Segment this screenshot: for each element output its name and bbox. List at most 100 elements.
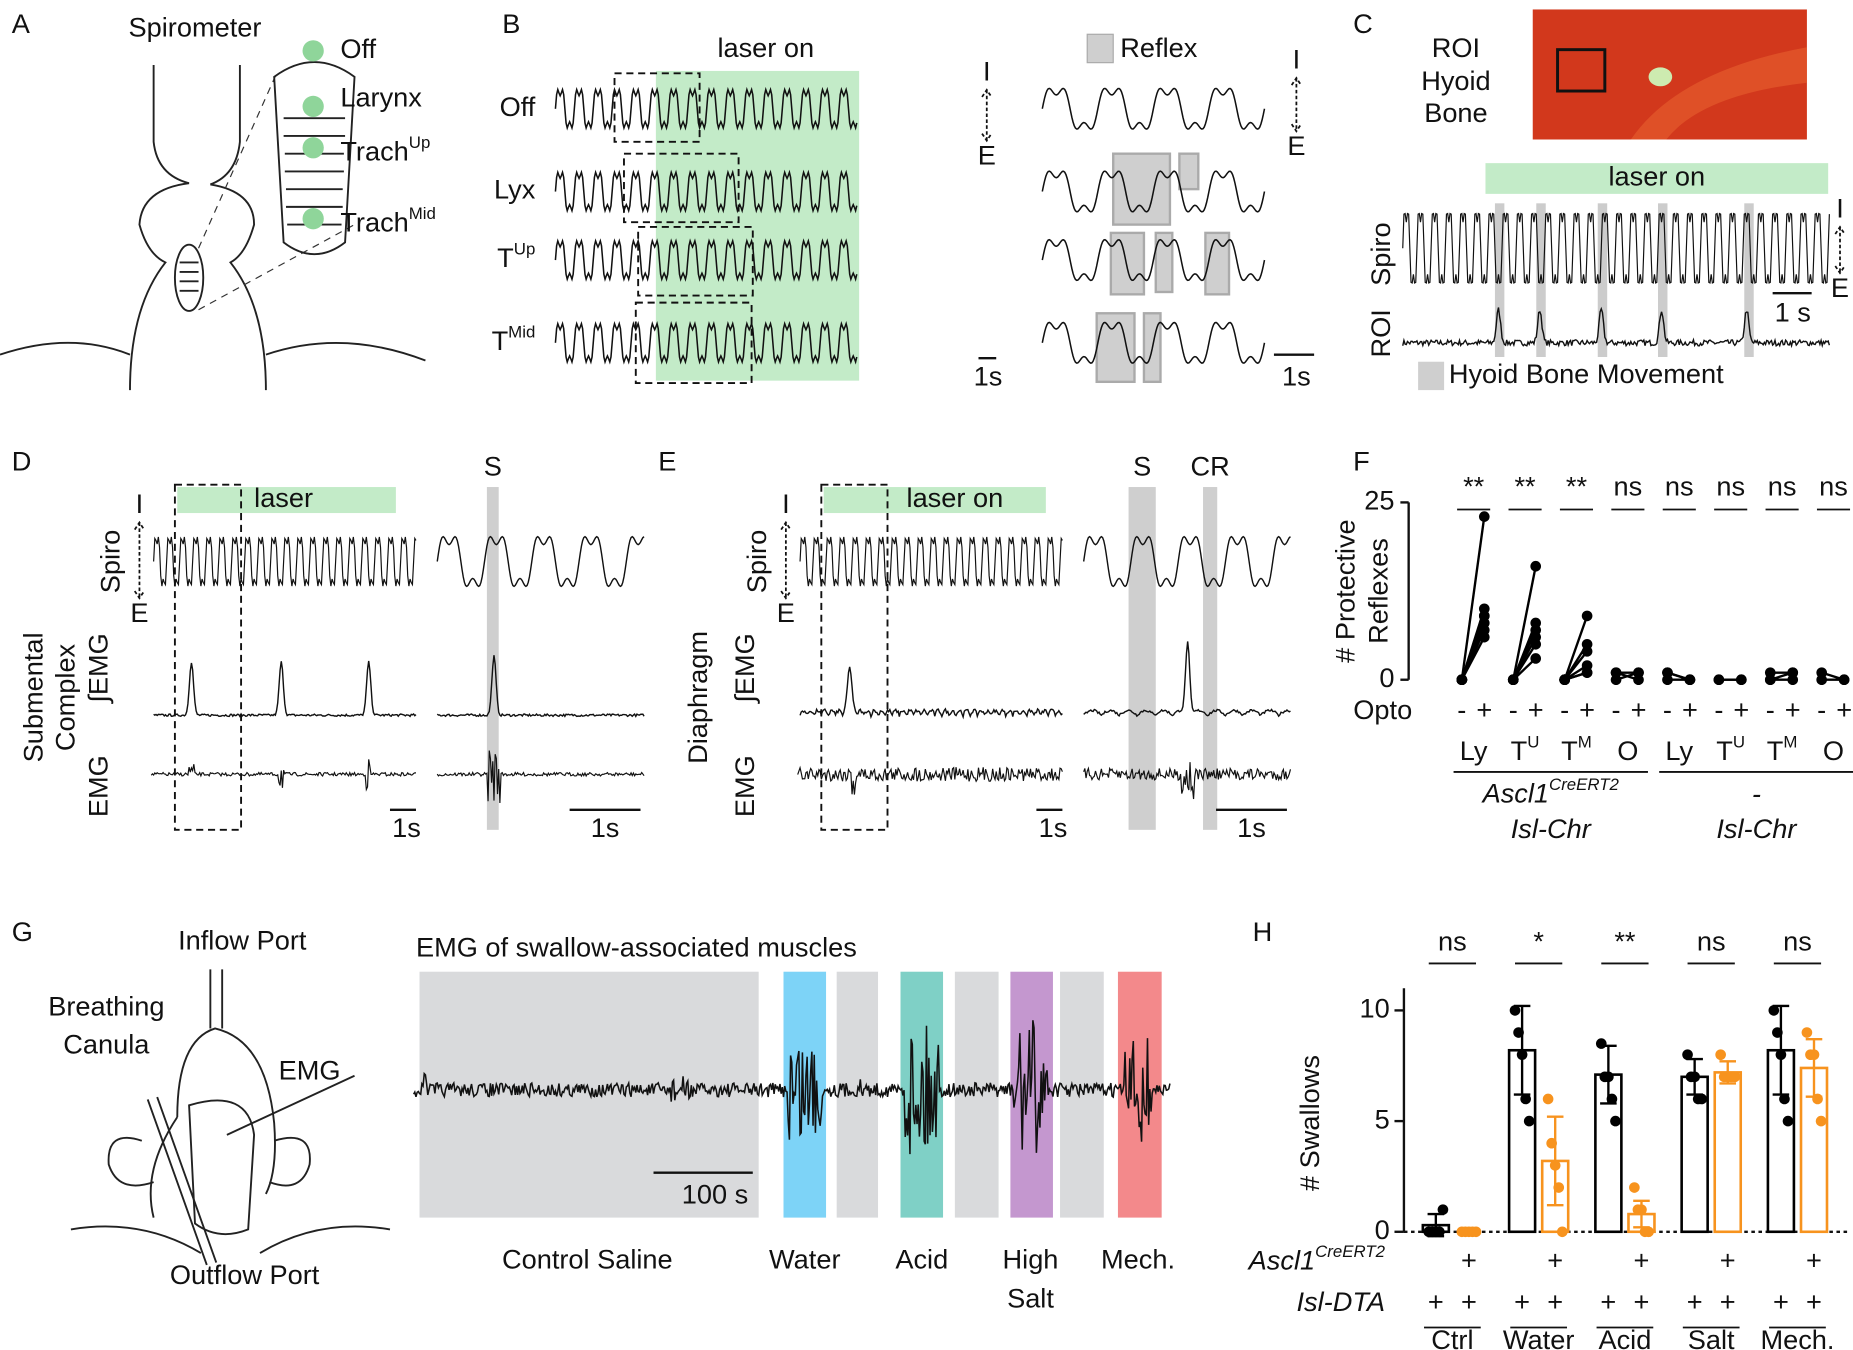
genotype-mark: + — [1773, 1286, 1789, 1317]
reflex-box — [1112, 152, 1172, 226]
site-dot — [302, 208, 324, 230]
genotype-mark: + — [1461, 1245, 1477, 1276]
y-tick-label: 0 — [1375, 1214, 1390, 1245]
label-sup: CreERT2 — [1315, 1242, 1386, 1261]
dashed-box — [637, 226, 754, 297]
legend-swatch — [1418, 361, 1445, 391]
trace — [1041, 87, 1266, 130]
panel-letter: G — [12, 916, 33, 947]
x-tick-label: O — [1823, 735, 1844, 766]
label-base: Trach — [340, 207, 408, 238]
genotype-mark: + — [1514, 1286, 1530, 1317]
condition-label: - — [1817, 694, 1826, 725]
point — [1553, 1182, 1565, 1193]
trace — [1082, 535, 1291, 588]
image-label: ROI — [1432, 32, 1480, 63]
trace — [150, 759, 416, 792]
condition-label: + — [1785, 694, 1801, 725]
reflex-box — [1109, 231, 1146, 296]
trace — [1083, 762, 1292, 800]
point — [1633, 674, 1644, 686]
panel-letter: E — [658, 446, 676, 477]
label-sup: Mid — [409, 205, 436, 224]
label: I — [136, 488, 144, 519]
point — [1542, 1093, 1554, 1105]
port-label: Canula — [63, 1028, 150, 1059]
laser-label: laser on — [717, 32, 814, 63]
x-tick-label: Water — [1503, 1324, 1574, 1350]
point — [1629, 1182, 1640, 1193]
point — [1689, 1071, 1700, 1083]
label-sup: Mid — [508, 323, 535, 342]
condition-label: + — [1528, 694, 1544, 725]
band — [1744, 203, 1754, 358]
trace — [797, 765, 1063, 795]
trace — [1402, 306, 1831, 349]
reflex-box — [1178, 152, 1200, 191]
band — [1485, 163, 1829, 194]
y-tick-label: 5 — [1375, 1103, 1390, 1134]
port-label: Breathing — [48, 991, 164, 1022]
point — [1782, 1115, 1794, 1127]
arrow — [133, 520, 145, 600]
trace — [1041, 238, 1266, 282]
laser-label: laser — [254, 482, 313, 513]
legend-label: Hyoid Bone Movement — [1449, 358, 1724, 389]
trace-label: ∫EMG — [83, 633, 114, 704]
x-tick-label: Ly — [1665, 735, 1693, 766]
genotype-label: Isl-Chr — [1716, 813, 1797, 844]
point — [1530, 560, 1542, 572]
stimulus-label: Mech. — [1101, 1244, 1175, 1275]
port-label: EMG — [279, 1054, 341, 1085]
band — [1203, 487, 1218, 830]
significance: ns — [1819, 470, 1848, 501]
point — [1456, 674, 1468, 686]
genotype-label: Isl-DTA — [1296, 1286, 1385, 1317]
label: E — [978, 139, 996, 170]
panel-letter: D — [12, 446, 32, 477]
dashed-box — [623, 152, 740, 224]
pair-line — [1460, 636, 1486, 681]
genotype-mark: + — [1720, 1245, 1736, 1276]
genotype-label: - — [1752, 778, 1761, 809]
arrow — [780, 520, 792, 600]
scale-label: 1s — [392, 812, 421, 843]
x-tick-label: Salt — [1688, 1324, 1735, 1350]
label: E — [1831, 272, 1849, 303]
trace-label: ∫EMG — [729, 633, 760, 704]
genotype-label: Ascl1CreERT2 — [1247, 1242, 1386, 1275]
label-base: Ascl1 — [1481, 778, 1549, 809]
x-label: Opto — [1353, 694, 1412, 725]
point — [1507, 674, 1519, 686]
panel-letter: B — [502, 8, 520, 39]
genotype-label: Ascl1CreERT2 — [1481, 776, 1620, 809]
stimulus-label: Salt — [1007, 1283, 1054, 1314]
trace-label: Spiro — [741, 530, 772, 593]
label-sup: Up — [409, 134, 431, 153]
x-tick-label: TM — [1561, 733, 1592, 766]
point — [1808, 1049, 1820, 1061]
x-tick-label: Mech. — [1760, 1324, 1834, 1350]
genotype-mark: + — [1806, 1245, 1822, 1276]
arrow — [1290, 76, 1302, 133]
dashed-box — [634, 301, 753, 384]
point — [1434, 1226, 1445, 1238]
scale-label: 1s — [1282, 360, 1311, 391]
laser-label: laser on — [1608, 161, 1705, 192]
scale-label: 1s — [1039, 812, 1068, 843]
site-dot — [302, 137, 324, 159]
scale-label: 1 s — [1775, 297, 1811, 328]
band — [1117, 971, 1162, 1218]
label-base: Ascl1 — [1247, 1245, 1315, 1276]
significance: * — [1533, 926, 1544, 957]
dashed-box — [613, 72, 701, 143]
arrow — [981, 88, 993, 143]
condition-label: - — [1766, 694, 1775, 725]
label-base: T — [497, 242, 514, 273]
condition-label: - — [1612, 694, 1621, 725]
point — [1636, 1204, 1647, 1215]
stimulus-label: Control Saline — [502, 1244, 673, 1275]
x-tick-label: Ly — [1460, 735, 1488, 766]
pair-line — [1563, 650, 1589, 681]
muscle-label: Complex — [50, 643, 81, 751]
